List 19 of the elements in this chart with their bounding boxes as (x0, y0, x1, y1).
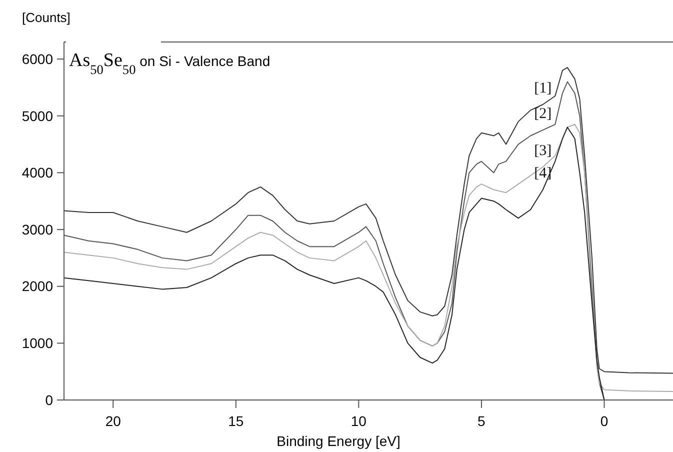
x-tick-label: 5 (478, 413, 486, 429)
x-tick-label: 10 (350, 413, 367, 429)
x-tick-label: 20 (105, 413, 122, 429)
y-tick-label: 5000 (22, 108, 54, 124)
x-tick-label: 0 (600, 413, 608, 429)
y-tick-label: 2000 (22, 278, 54, 294)
y-axis-title: [Counts] (22, 10, 70, 25)
y-tick-label: 1000 (22, 335, 54, 352)
y-tick-label: 6000 (22, 50, 54, 67)
text: As$_{50}$Se$_{50}$ on Si - Valence Band (69, 50, 270, 76)
x-tick-label: 15 (228, 413, 244, 429)
y-tick-label: 0 (45, 392, 54, 408)
series-label: [2] (534, 106, 552, 122)
series-label: [1] (534, 80, 552, 97)
x-axis-title: Binding Energy [eV] (276, 433, 400, 449)
y-tick-label: 4000 (22, 164, 54, 181)
y-tick-label: 3000 (22, 221, 54, 238)
series-label: [3] (534, 143, 552, 160)
series-label: [4] (534, 166, 552, 182)
